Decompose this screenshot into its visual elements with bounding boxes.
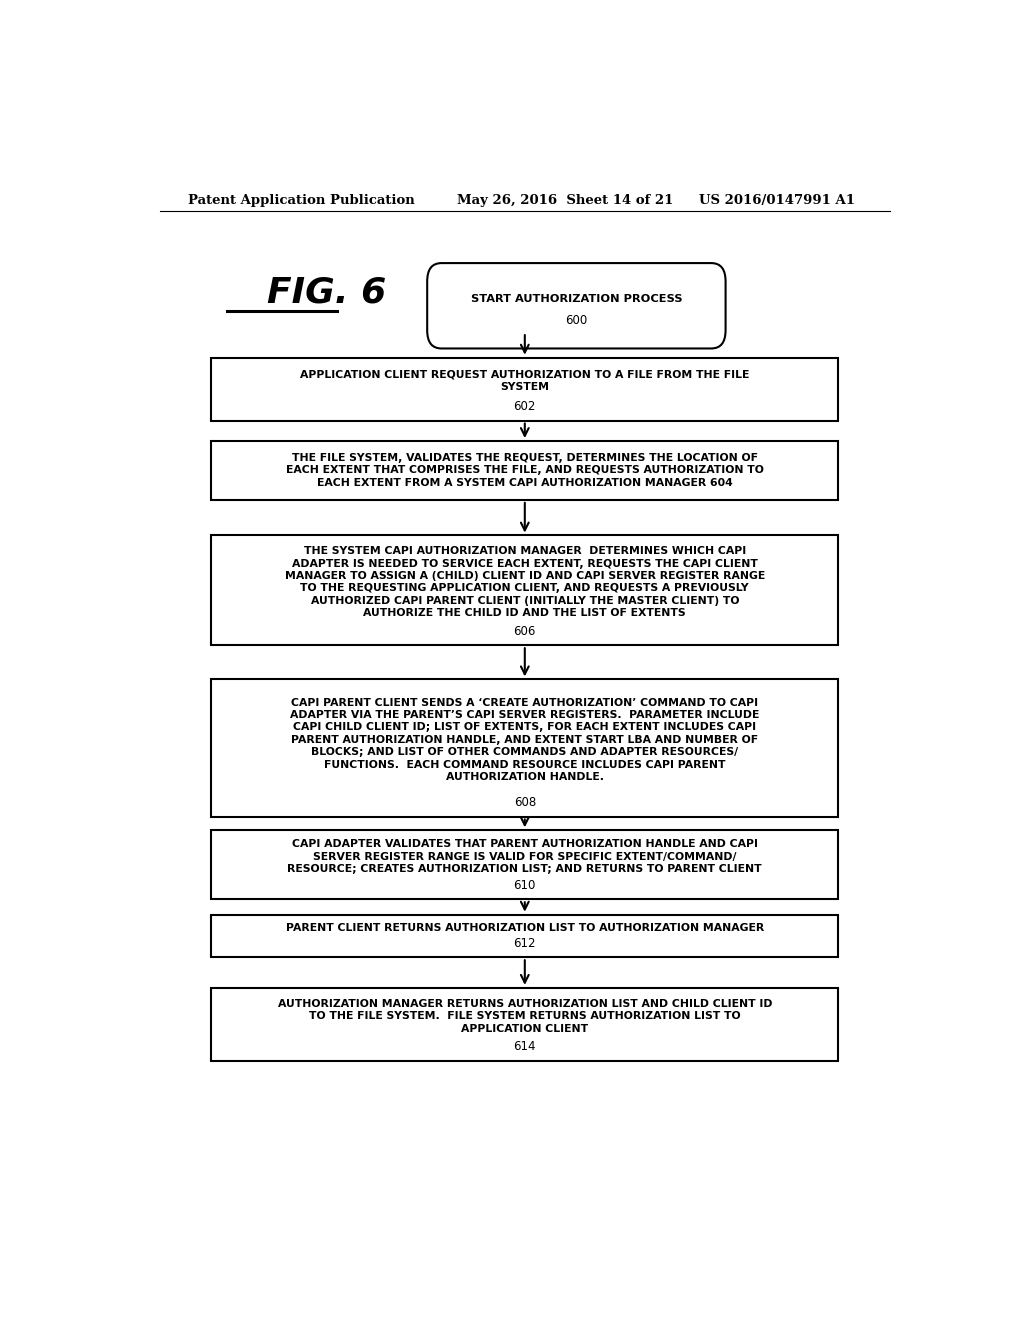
Text: 614: 614 — [514, 1040, 536, 1053]
Text: THE FILE SYSTEM, VALIDATES THE REQUEST, DETERMINES THE LOCATION OF
EACH EXTENT T: THE FILE SYSTEM, VALIDATES THE REQUEST, … — [286, 453, 764, 488]
Text: 606: 606 — [514, 624, 536, 638]
FancyBboxPatch shape — [211, 830, 839, 899]
FancyBboxPatch shape — [211, 536, 839, 645]
Text: START AUTHORIZATION PROCESS: START AUTHORIZATION PROCESS — [471, 293, 682, 304]
FancyBboxPatch shape — [211, 987, 839, 1061]
FancyBboxPatch shape — [427, 263, 726, 348]
Text: 602: 602 — [514, 400, 536, 413]
FancyBboxPatch shape — [211, 915, 839, 957]
Text: CAPI PARENT CLIENT SENDS A ‘CREATE AUTHORIZATION’ COMMAND TO CAPI
ADAPTER VIA TH: CAPI PARENT CLIENT SENDS A ‘CREATE AUTHO… — [290, 697, 760, 781]
Text: PARENT CLIENT RETURNS AUTHORIZATION LIST TO AUTHORIZATION MANAGER: PARENT CLIENT RETURNS AUTHORIZATION LIST… — [286, 923, 764, 933]
Text: AUTHORIZATION MANAGER RETURNS AUTHORIZATION LIST AND CHILD CLIENT ID
TO THE FILE: AUTHORIZATION MANAGER RETURNS AUTHORIZAT… — [278, 999, 772, 1034]
FancyBboxPatch shape — [211, 358, 839, 421]
Text: May 26, 2016  Sheet 14 of 21: May 26, 2016 Sheet 14 of 21 — [458, 194, 674, 206]
Text: 608: 608 — [514, 796, 536, 809]
Text: 600: 600 — [565, 314, 588, 326]
FancyBboxPatch shape — [211, 680, 839, 817]
Text: US 2016/0147991 A1: US 2016/0147991 A1 — [699, 194, 855, 206]
Text: 612: 612 — [514, 937, 536, 949]
Text: Patent Application Publication: Patent Application Publication — [187, 194, 415, 206]
Text: 610: 610 — [514, 879, 536, 891]
Text: THE SYSTEM CAPI AUTHORIZATION MANAGER  DETERMINES WHICH CAPI
ADAPTER IS NEEDED T: THE SYSTEM CAPI AUTHORIZATION MANAGER DE… — [285, 546, 765, 618]
FancyBboxPatch shape — [211, 441, 839, 500]
Text: APPLICATION CLIENT REQUEST AUTHORIZATION TO A FILE FROM THE FILE
SYSTEM: APPLICATION CLIENT REQUEST AUTHORIZATION… — [300, 370, 750, 392]
Text: FIG. 6: FIG. 6 — [267, 276, 386, 310]
Text: CAPI ADAPTER VALIDATES THAT PARENT AUTHORIZATION HANDLE AND CAPI
SERVER REGISTER: CAPI ADAPTER VALIDATES THAT PARENT AUTHO… — [288, 840, 762, 874]
